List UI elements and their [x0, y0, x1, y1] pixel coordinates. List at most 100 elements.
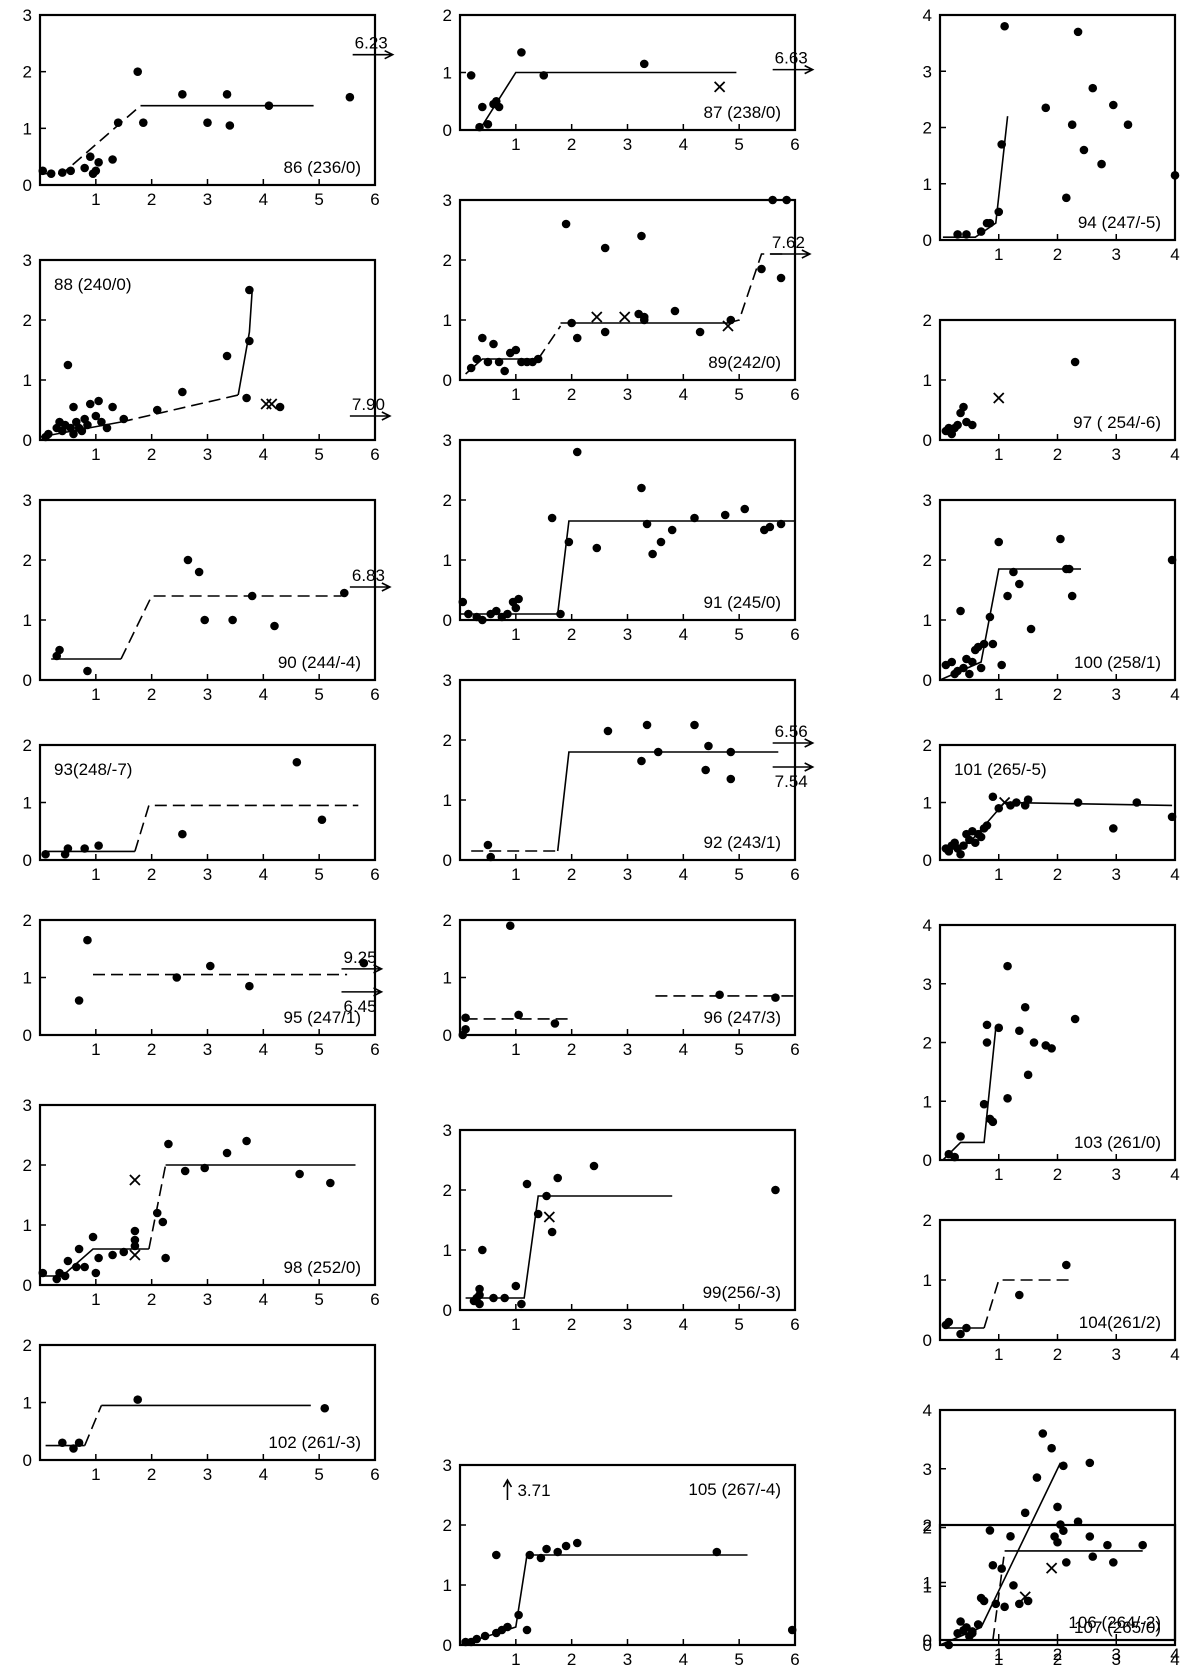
- data-point: [466, 71, 476, 80]
- panel-label: 97 ( 254/-6): [1073, 413, 1161, 432]
- chart-panel: 1 2 3 4 5 6 0 1 2 3 7.90 88 (240/0): [23, 251, 392, 464]
- y-tick-label: 0: [23, 431, 32, 450]
- data-point: [345, 92, 355, 102]
- x-tick-label: 5: [314, 1290, 323, 1309]
- x-tick-label: 3: [1112, 1345, 1121, 1364]
- y-tick-label: 0: [443, 611, 452, 630]
- x-tick-label: 2: [567, 1040, 576, 1059]
- data-point: [670, 306, 680, 316]
- data-point: [1015, 1290, 1024, 1300]
- data-point: [1062, 1260, 1071, 1270]
- y-tick-label: 2: [443, 491, 452, 510]
- y-tick-label: 1: [443, 64, 452, 83]
- data-point: [1000, 21, 1009, 31]
- x-tick-label: 1: [994, 1165, 1003, 1184]
- data-point: [69, 429, 78, 439]
- data-point: [715, 990, 724, 1000]
- chart-panel: 1 2 3 4 5 6 0 1 2 93(248/-7): [23, 736, 380, 884]
- x-tick-label: 2: [567, 625, 576, 644]
- data-point: [200, 615, 210, 625]
- data-point: [542, 1191, 551, 1201]
- data-point: [63, 844, 73, 853]
- data-point: [962, 230, 971, 239]
- x-tick-label: 1: [994, 445, 1003, 464]
- y-tick-label: 2: [23, 63, 32, 82]
- data-point: [472, 354, 482, 364]
- data-point: [953, 230, 962, 239]
- data-point: [1000, 1602, 1009, 1612]
- data-point: [119, 1247, 129, 1257]
- data-point: [979, 1596, 989, 1606]
- data-point: [66, 166, 76, 176]
- arrow-right: [341, 987, 384, 997]
- chart-panel: 1 2 3 4 5 6 0 1 2 3 6.56 7.54 92 (243/1): [443, 671, 815, 884]
- x-tick-label: 1: [994, 1645, 1003, 1664]
- data-point: [1109, 100, 1118, 110]
- data-point: [988, 792, 998, 802]
- data-point: [547, 1227, 557, 1237]
- chart-panel: 1 2 3 4 5 6 0 1 2 3 6.83 90 (244/-4): [23, 491, 392, 704]
- data-point: [478, 615, 487, 625]
- data-point: [164, 1139, 173, 1149]
- data-point: [985, 218, 995, 228]
- data-point: [542, 1544, 551, 1554]
- data-point: [572, 333, 582, 343]
- y-tick-label: 1: [443, 311, 452, 330]
- data-point: [1079, 145, 1089, 155]
- data-point: [77, 426, 87, 436]
- x-tick-label: 6: [370, 685, 379, 704]
- arrow-value: 6.23: [355, 34, 388, 53]
- data-point: [1109, 824, 1118, 833]
- y-tick-label: 1: [923, 175, 932, 194]
- data-point: [1009, 567, 1018, 577]
- fit-line: [727, 253, 784, 324]
- panel-label: 89(242/0): [708, 353, 781, 372]
- panel-label: 101 (265/-5): [954, 760, 1047, 779]
- x-tick-label: 5: [314, 1040, 323, 1059]
- y-tick-label: 1: [23, 371, 32, 390]
- x-tick-label: 4: [679, 1315, 688, 1334]
- data-point: [962, 1323, 971, 1333]
- data-point: [1067, 120, 1077, 129]
- data-point: [782, 195, 791, 205]
- data-point: [60, 1271, 70, 1281]
- x-tick-label: 5: [734, 135, 743, 154]
- data-point: [1003, 1094, 1012, 1103]
- data-point: [991, 1599, 1001, 1609]
- arrow-right: [769, 249, 812, 259]
- data-point: [489, 1293, 498, 1303]
- data-point: [222, 90, 232, 99]
- x-tick-label: 4: [259, 445, 268, 464]
- panel-label: 105 (267/-4): [688, 1480, 781, 1499]
- x-tick-label: 1: [91, 865, 100, 884]
- data-point: [80, 1262, 89, 1272]
- data-point: [592, 543, 602, 553]
- arrow-right: [772, 64, 815, 75]
- data-point: [80, 844, 89, 853]
- data-point: [264, 101, 274, 110]
- panel-label: 104(261/2): [1079, 1313, 1161, 1332]
- y-tick-label: 3: [923, 491, 932, 510]
- x-tick-label: 2: [1053, 445, 1062, 464]
- data-point: [603, 726, 613, 736]
- data-point: [768, 195, 777, 205]
- data-point: [94, 158, 103, 167]
- y-tick-label: 3: [923, 62, 932, 81]
- data-point: [1026, 624, 1036, 634]
- data-point: [726, 774, 736, 784]
- data-point: [275, 402, 285, 412]
- data-point: [178, 387, 187, 397]
- y-tick-label: 1: [923, 1271, 932, 1290]
- data-point: [1103, 1540, 1112, 1550]
- y-tick-label: 1: [23, 794, 32, 813]
- panel-label: 92 (243/1): [704, 833, 782, 852]
- data-point: [458, 597, 468, 607]
- data-point: [740, 504, 750, 514]
- data-point: [985, 612, 995, 622]
- y-tick-label: 3: [23, 1096, 32, 1115]
- y-tick-label: 0: [923, 1331, 932, 1350]
- data-point: [1062, 193, 1071, 203]
- y-tick-label: 4: [923, 916, 932, 935]
- y-tick-label: 0: [23, 1451, 32, 1470]
- y-tick-label: 0: [443, 1636, 452, 1655]
